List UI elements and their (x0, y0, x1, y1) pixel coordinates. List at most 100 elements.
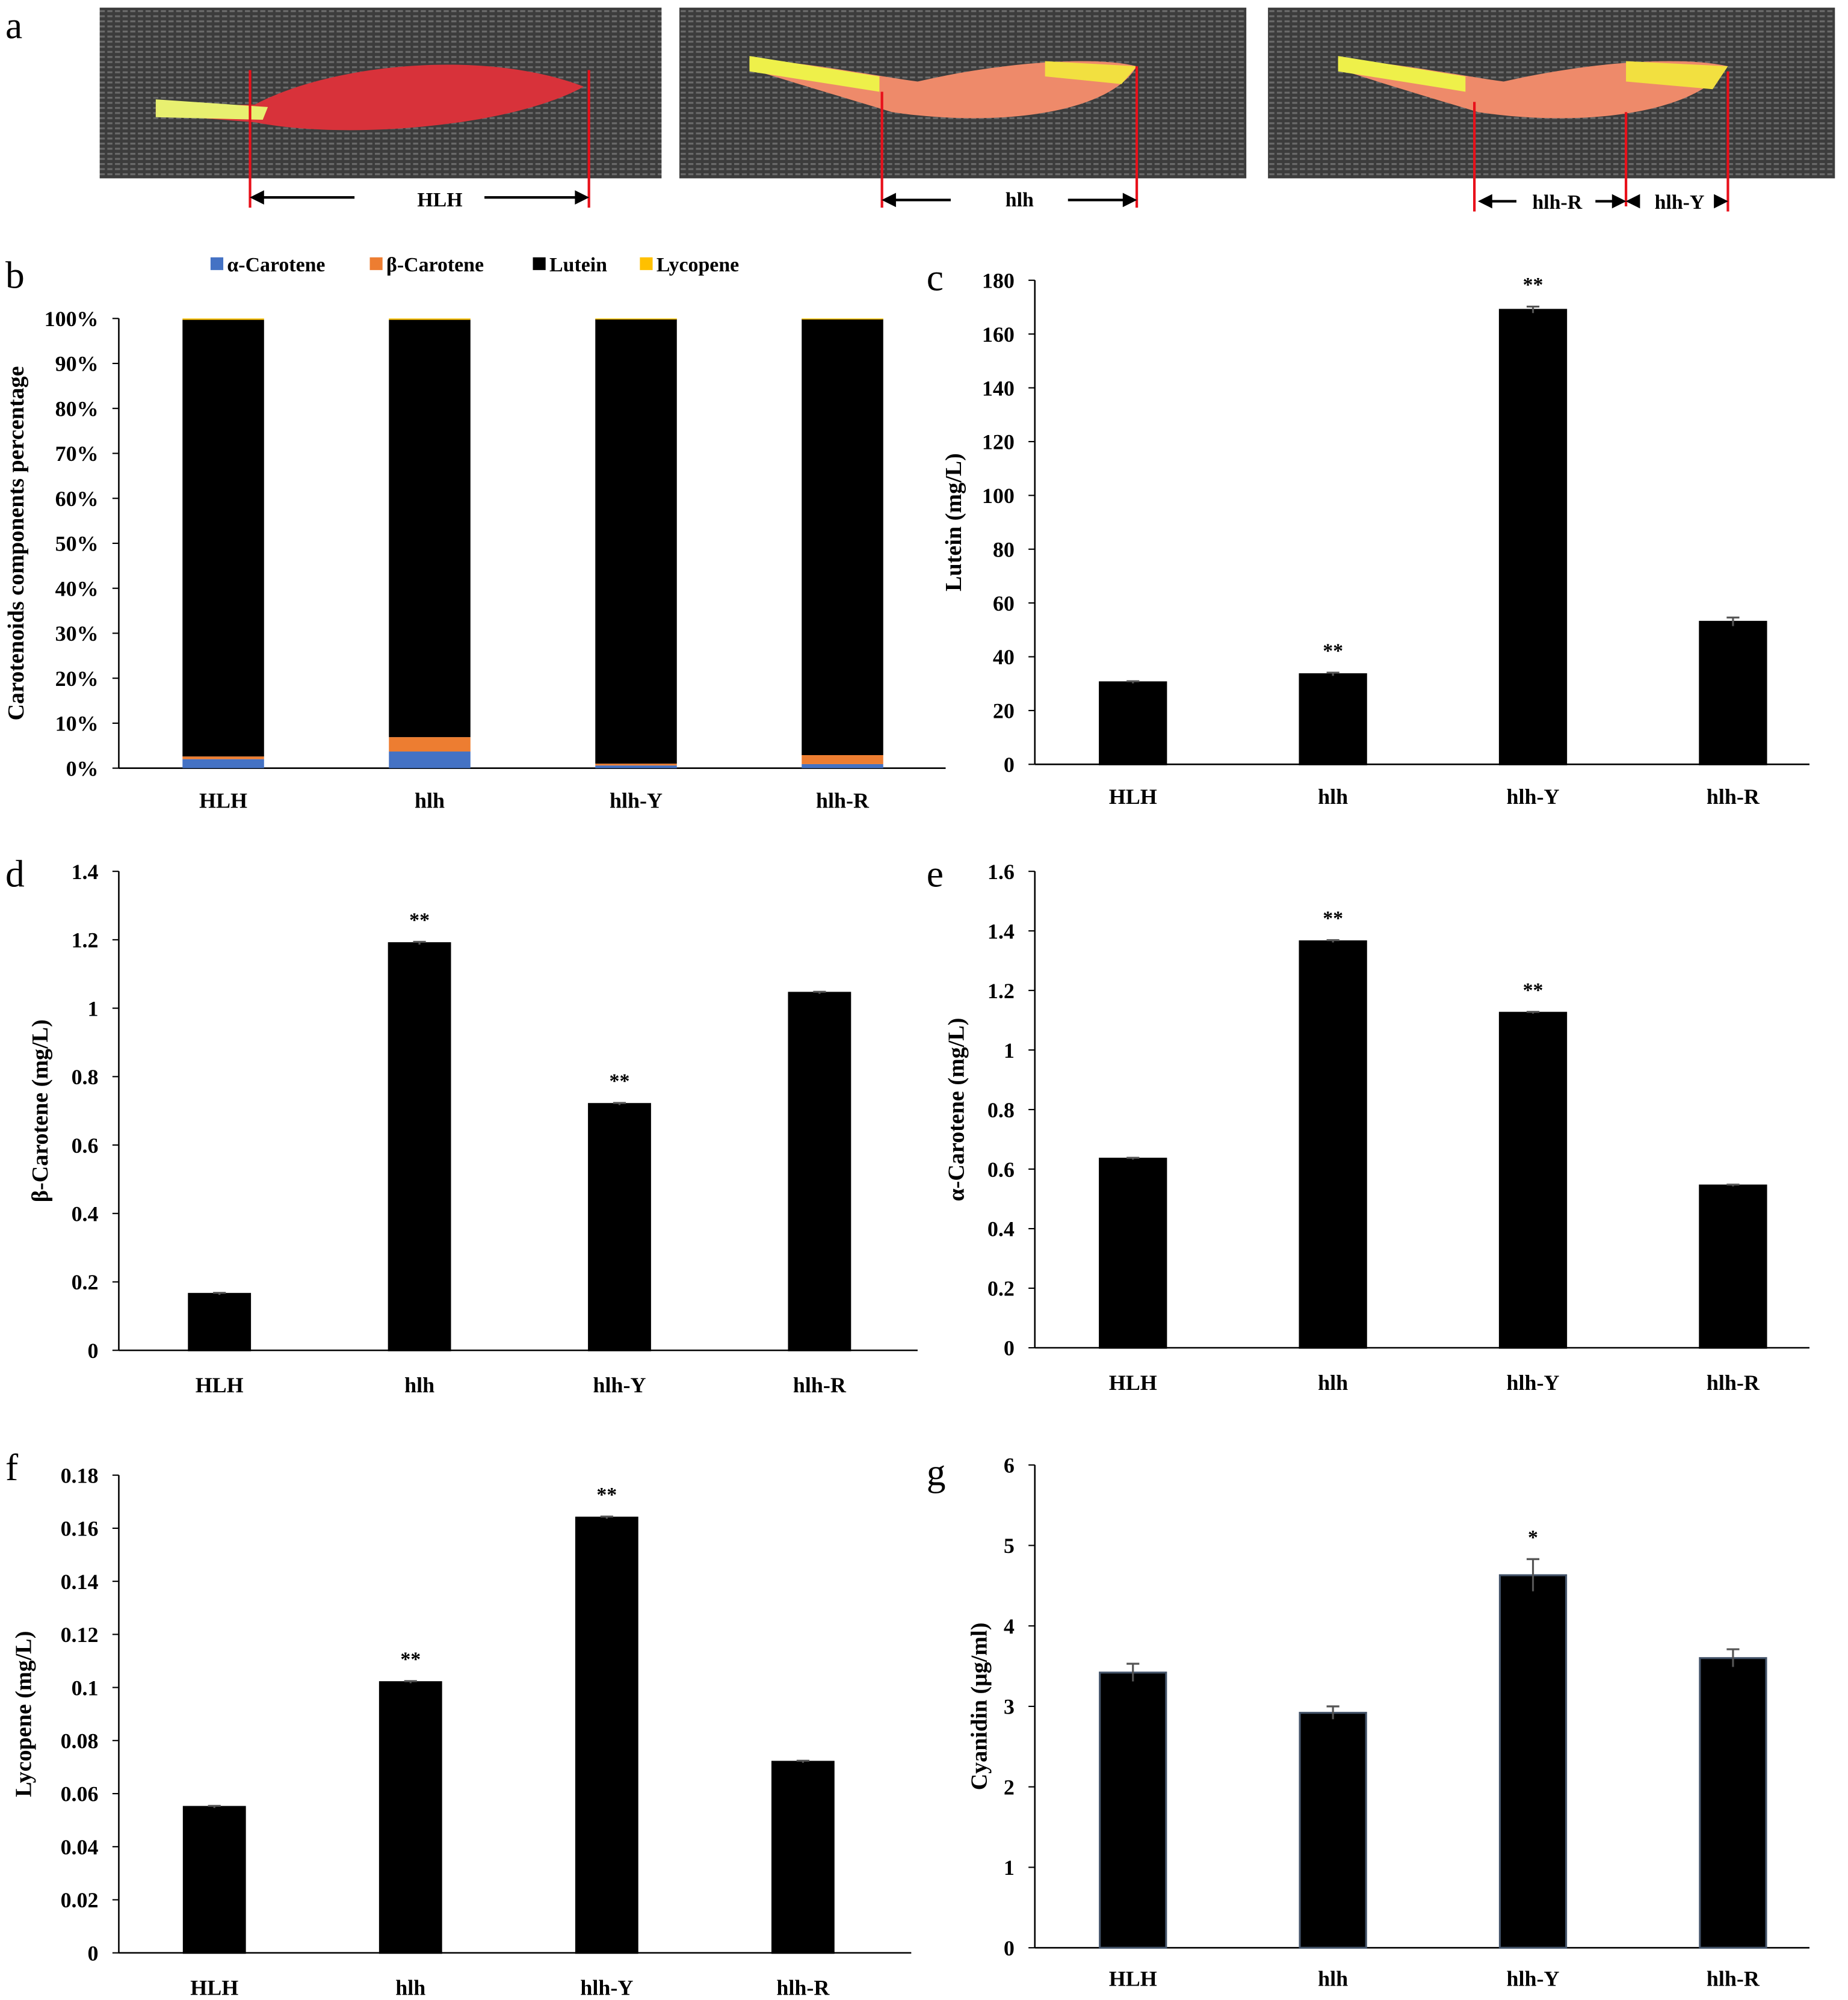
x-tick-label: hlh-Y (580, 1976, 633, 2000)
legend-label: Lycopene (657, 254, 739, 276)
y-tick-label: 0.08 (61, 1729, 99, 1753)
measurement-arrows (250, 190, 1728, 209)
legend-swatch (369, 257, 383, 270)
y-tick-label: 40% (55, 576, 99, 600)
y-tick-label: 0 (1004, 1336, 1015, 1360)
significance-label: ** (400, 1649, 421, 1671)
y-tick-label: 0 (88, 1339, 99, 1363)
y-tick-label: 120 (982, 430, 1015, 454)
y-tick-label: 3 (1004, 1695, 1015, 1719)
bar (588, 1103, 651, 1351)
y-tick-label: 0.2 (987, 1277, 1015, 1301)
y-tick-label: 100% (45, 307, 99, 331)
bar (1099, 681, 1167, 765)
label-hlh-Y: hlh-Y (1655, 191, 1705, 214)
y-tick-label: 5 (1004, 1534, 1015, 1558)
y-axis-label: Lycopene (mg/L) (11, 1631, 37, 1797)
bar-segment-β-Carotene (595, 764, 677, 766)
x-tick-label: hlh-R (1707, 1371, 1760, 1395)
bar (1699, 1657, 1767, 1949)
bar-segment-α-Carotene (389, 752, 471, 768)
significance-label: * (1528, 1526, 1538, 1549)
bar-segment-Lutein (802, 319, 883, 755)
bar (1699, 620, 1767, 765)
panel-label-d: d (5, 853, 25, 895)
y-axis-label: Carotenoids components percentage (4, 366, 29, 720)
y-tick-label: 90% (55, 352, 99, 376)
chart-e: 0 0.2 0.4 0.6 0.8 1 1.2 1.4 1.6 HLH hlh hlh-Y hlh-R α… (944, 860, 1809, 1395)
x-tick-label: hlh-Y (1507, 1371, 1560, 1395)
legend-label: α-Carotene (227, 254, 325, 276)
y-tick-label: 0 (88, 1941, 99, 1965)
x-tick-label: hlh-R (776, 1976, 830, 2000)
legend-swatch (640, 257, 653, 270)
x-tick-label: hlh-R (793, 1373, 847, 1397)
y-axis-label: β-Carotene (mg/L) (28, 1019, 53, 1202)
photo-hlh-mutant (679, 7, 1247, 179)
y-axis-label: Lutein (mg/L) (941, 453, 966, 591)
bar (575, 1516, 638, 1954)
chart-b: 0% 10% 20% 30% 40% 50% 60% 70% 80% 90% 100% HLH hlh h… (4, 254, 946, 812)
bar-segment-Lycopene (182, 318, 264, 320)
x-tick-label: HLH (199, 788, 247, 812)
y-tick-label: 1 (88, 996, 99, 1020)
label-hlh: hlh (1006, 189, 1034, 211)
y-tick-label: 10% (55, 712, 99, 736)
y-tick-label: 0.1 (72, 1676, 99, 1700)
y-tick-label: 180 (982, 268, 1015, 292)
bar-segment-α-Carotene (182, 759, 264, 768)
significance-label: ** (1523, 979, 1544, 1001)
chart-c: 0 20 40 60 80 100 120 140 160 180 HLH hlh hlh-Y hlh-R… (941, 268, 1809, 809)
significance-label: ** (1323, 640, 1343, 662)
y-tick-label: 50% (55, 532, 99, 556)
bar (1299, 673, 1367, 765)
y-tick-label: 0.04 (61, 1835, 99, 1859)
panel-label-a: a (5, 4, 22, 47)
y-tick-label: 0 (1004, 753, 1015, 777)
bar-segment-Lutein (389, 319, 471, 738)
panel-label-e: e (927, 853, 944, 895)
y-tick-label: 1 (1004, 1039, 1015, 1063)
y-tick-label: 0.18 (61, 1463, 99, 1487)
y-tick-label: 0.6 (72, 1134, 99, 1158)
y-tick-label: 0.2 (72, 1270, 99, 1294)
y-tick-label: 4 (1004, 1614, 1015, 1638)
y-tick-label: 0% (66, 756, 99, 780)
x-tick-label: hlh (1318, 1371, 1348, 1395)
bar-segment-Lycopene (595, 318, 677, 319)
y-tick-label: 0.4 (72, 1202, 99, 1226)
x-tick-label: hlh-Y (593, 1373, 646, 1397)
bar (1699, 1184, 1767, 1349)
y-tick-label: 0.8 (987, 1098, 1015, 1122)
x-tick-label: hlh-R (1707, 1967, 1760, 1991)
x-tick-label: hlh-R (816, 788, 870, 812)
x-tick-label: hlh (1318, 785, 1348, 809)
y-tick-label: 1.2 (987, 979, 1015, 1003)
y-tick-label: 1 (1004, 1856, 1015, 1880)
y-tick-label: 70% (55, 442, 99, 466)
bar (1099, 1671, 1167, 1949)
bar-segment-β-Carotene (389, 737, 471, 752)
y-tick-label: 1.2 (72, 928, 99, 952)
bar (188, 1292, 252, 1351)
bar-segment-β-Carotene (802, 755, 883, 764)
bar (1099, 1158, 1167, 1349)
bar (1498, 1011, 1568, 1349)
label-HLH: HLH (417, 189, 462, 211)
bar (379, 1681, 442, 1954)
legend-label: Lutein (549, 254, 607, 276)
panel-label-b: b (5, 253, 25, 296)
chart-g: 0 1 2 3 4 5 6 HLH hlh hlh-Y hlh-R Cyanidin (μg/ml) * (967, 1453, 1809, 1991)
y-axis-label: α-Carotene (mg/L) (944, 1018, 969, 1202)
y-tick-label: 2 (1004, 1775, 1015, 1799)
label-hlh-R: hlh-R (1532, 191, 1582, 214)
x-tick-label: HLH (1109, 1967, 1157, 1991)
measurement-markers (249, 66, 1729, 212)
x-tick-label: HLH (196, 1373, 244, 1397)
y-tick-label: 0.6 (987, 1158, 1015, 1182)
y-tick-label: 0.02 (61, 1888, 99, 1912)
y-tick-label: 1.6 (987, 860, 1015, 884)
panel-label-f: f (5, 1446, 19, 1489)
significance-label: ** (1323, 907, 1343, 930)
